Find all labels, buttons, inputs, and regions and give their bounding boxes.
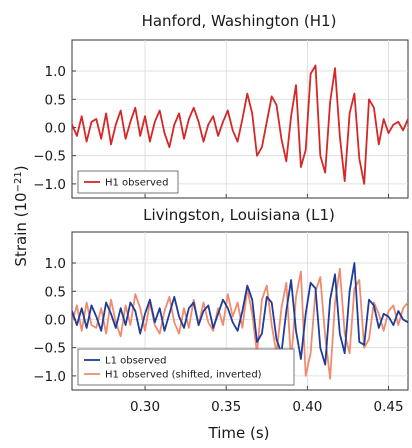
y-tick-label: 0.5 (45, 92, 66, 108)
legend-label: H1 observed (105, 178, 168, 189)
x-tick-label: 0.45 (373, 399, 403, 415)
y-tick-label: 1.0 (45, 256, 66, 272)
y-tick-label: −0.5 (33, 341, 66, 357)
legend-label: L1 observed (105, 356, 166, 367)
panel-title-hanford: Hanford, Washington (H1) (142, 12, 337, 30)
legend-box (77, 348, 295, 386)
panel-title-livingston: Livingston, Louisiana (L1) (143, 206, 335, 224)
y-tick-label: −1.0 (33, 177, 66, 193)
series-line-0 (72, 64, 408, 185)
panel-hanford: Hanford, Washington (H1) 1.0 0.5 0.0 −0.5 −1… (33, 12, 409, 199)
y-tick-label: 0.0 (45, 312, 66, 328)
y-tick-label: −1.0 (33, 369, 66, 385)
x-tick-label: 0.35 (211, 399, 241, 415)
y-tick-label: 0.5 (45, 284, 66, 300)
x-tick-labels: 0.30 0.35 0.40 0.45 (130, 399, 404, 415)
legend-hanford: H1 observed (77, 170, 179, 194)
x-tick-label: 0.30 (130, 399, 160, 415)
x-tick-label: 0.40 (292, 399, 322, 415)
panel-livingston: Livingston, Louisiana (L1) 1.0 0.5 0.0 −0.5… (33, 206, 409, 391)
y-tick-label: −0.5 (33, 149, 66, 165)
legend-label: H1 observed (shifted, inverted) (105, 370, 262, 381)
x-axis-label: Time (s) (208, 424, 270, 442)
legend-box (77, 170, 179, 194)
y-axis-label: Strain (10−21) (12, 165, 30, 266)
legend-livingston: L1 observed H1 observed (shifted, inverte… (77, 348, 295, 386)
series-line-0 (72, 262, 408, 366)
y-tick-label: 1.0 (45, 64, 66, 80)
y-tick-label: 0.0 (45, 120, 66, 136)
